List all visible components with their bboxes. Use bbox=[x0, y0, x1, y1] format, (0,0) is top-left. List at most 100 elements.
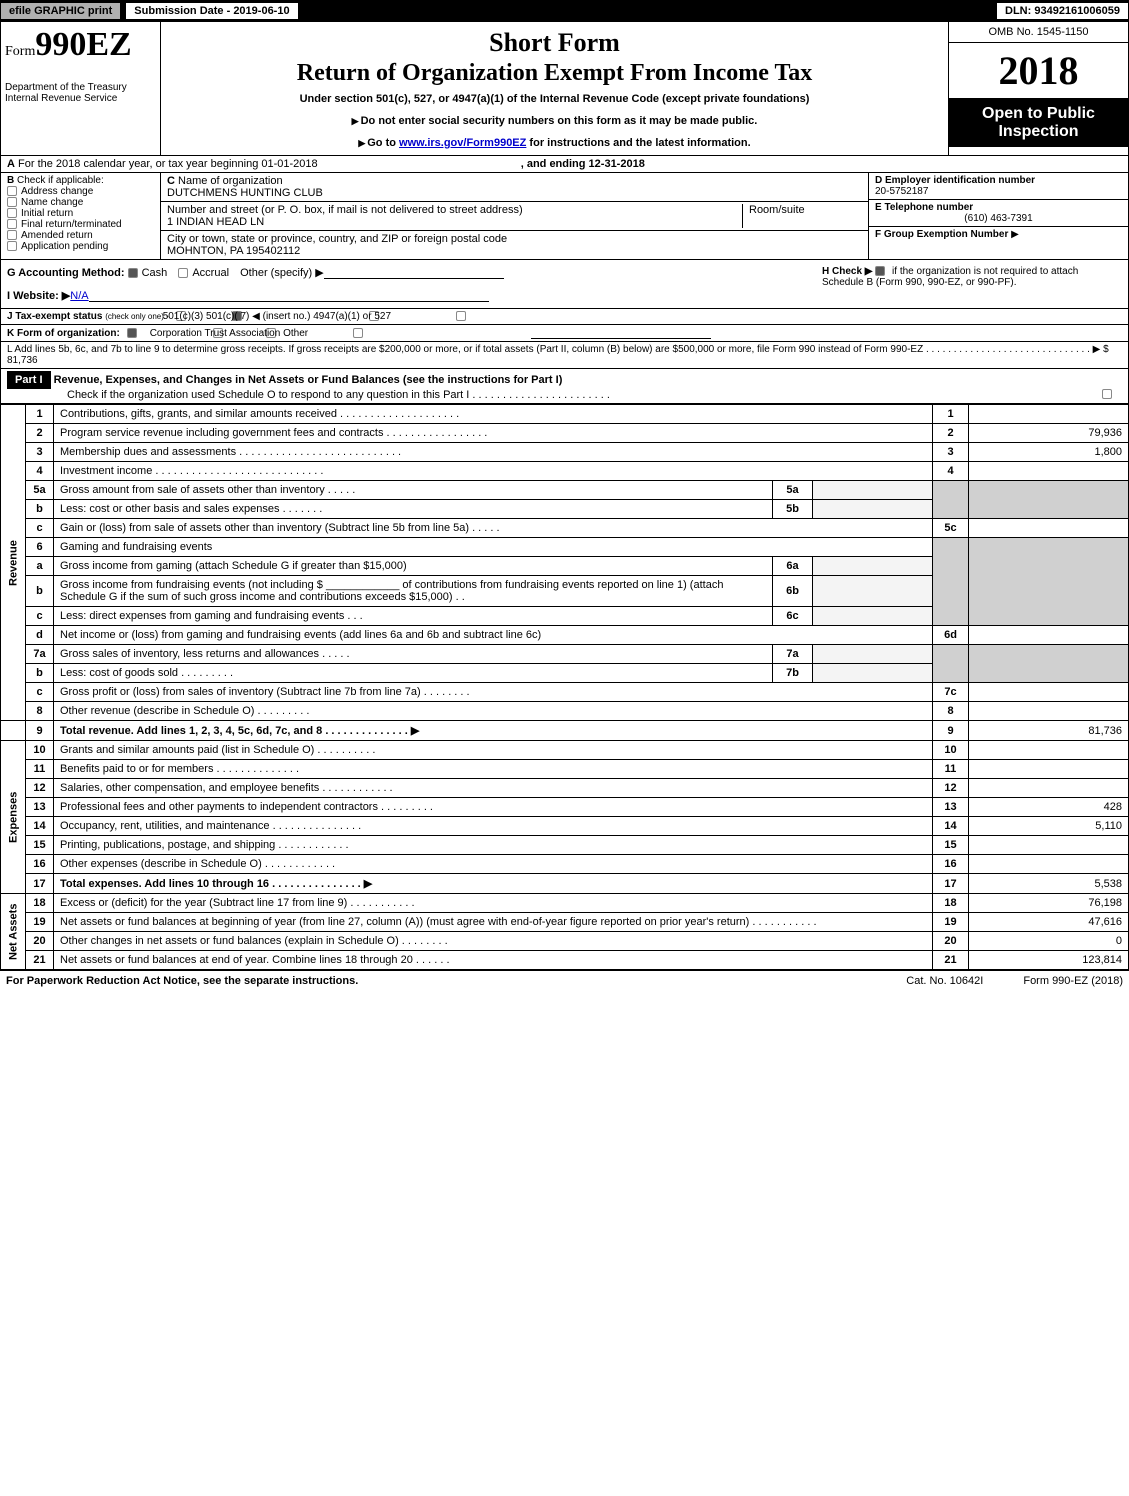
website-link[interactable]: N/A bbox=[70, 290, 88, 302]
line-6b-desc: Gross income from fundraising events (no… bbox=[54, 576, 773, 607]
chk-other-org[interactable] bbox=[353, 328, 363, 338]
line-16-amt bbox=[969, 855, 1129, 874]
header-center: Short Form Return of Organization Exempt… bbox=[161, 22, 948, 155]
line-19-desc: Net assets or fund balances at beginning… bbox=[54, 913, 933, 932]
irs-link[interactable]: www.irs.gov/Form990EZ bbox=[399, 137, 526, 149]
line-3-desc: Membership dues and assessments . . . . … bbox=[54, 443, 933, 462]
line-7a-sub: 7a bbox=[773, 645, 813, 664]
phone-cell: E Telephone number (610) 463-7391 bbox=[869, 200, 1128, 227]
line-12-ref: 12 bbox=[933, 779, 969, 798]
chk-name-change[interactable]: Name change bbox=[7, 197, 154, 208]
line-19-ref: 19 bbox=[933, 913, 969, 932]
line-11-amt bbox=[969, 760, 1129, 779]
street-address: 1 INDIAN HEAD LN bbox=[167, 216, 264, 228]
line-5c-num: c bbox=[26, 519, 54, 538]
city-state-zip: MOHNTON, PA 195402112 bbox=[167, 245, 300, 257]
line-5a-desc: Gross amount from sale of assets other t… bbox=[54, 481, 773, 500]
line-19-num: 19 bbox=[26, 913, 54, 932]
line-1-desc: Contributions, gifts, grants, and simila… bbox=[54, 405, 933, 424]
line-16-num: 16 bbox=[26, 855, 54, 874]
line-6-num: 6 bbox=[26, 538, 54, 557]
short-form-title: Short Form bbox=[171, 28, 938, 58]
line-10-desc: Grants and similar amounts paid (list in… bbox=[54, 741, 933, 760]
line-7c-desc: Gross profit or (loss) from sales of inv… bbox=[54, 683, 933, 702]
chk-application-pending[interactable]: Application pending bbox=[7, 241, 154, 252]
row-gh: G Accounting Method: Cash Accrual Other … bbox=[0, 260, 1129, 309]
chk-final-return[interactable]: Final return/terminated bbox=[7, 219, 154, 230]
h-check: H Check ▶ if the organization is not req… bbox=[822, 266, 1122, 302]
return-title: Return of Organization Exempt From Incom… bbox=[171, 60, 938, 87]
chk-initial-return[interactable]: Initial return bbox=[7, 208, 154, 219]
line-6d-desc: Net income or (loss) from gaming and fun… bbox=[54, 626, 933, 645]
part1-badge: Part I bbox=[7, 371, 51, 389]
chk-cash[interactable] bbox=[128, 268, 138, 278]
line-21-num: 21 bbox=[26, 951, 54, 970]
line-21-desc: Net assets or fund balances at end of ye… bbox=[54, 951, 933, 970]
line-2-amt: 79,936 bbox=[969, 424, 1129, 443]
side-revenue: Revenue bbox=[1, 405, 26, 721]
line-15-ref: 15 bbox=[933, 836, 969, 855]
line-13-ref: 13 bbox=[933, 798, 969, 817]
line-17-ref: 17 bbox=[933, 874, 969, 894]
line-13-num: 13 bbox=[26, 798, 54, 817]
line-6a-desc: Gross income from gaming (attach Schedul… bbox=[54, 557, 773, 576]
line-20-ref: 20 bbox=[933, 932, 969, 951]
line-6a-num: a bbox=[26, 557, 54, 576]
efile-print-button[interactable]: efile GRAPHIC print bbox=[0, 2, 121, 20]
other-org-field[interactable] bbox=[531, 327, 711, 339]
group-exemption-cell: F Group Exemption Number ▶ bbox=[869, 227, 1128, 242]
line-6a-val bbox=[813, 557, 933, 576]
room-suite: Room/suite bbox=[742, 204, 862, 228]
chk-amended-return[interactable]: Amended return bbox=[7, 230, 154, 241]
line-12-amt bbox=[969, 779, 1129, 798]
line-8-amt bbox=[969, 702, 1129, 721]
cat-no: Cat. No. 10642I bbox=[906, 975, 983, 987]
other-specify-field[interactable] bbox=[324, 267, 504, 279]
line-6c-num: c bbox=[26, 607, 54, 626]
line-10-amt bbox=[969, 741, 1129, 760]
side-net-assets: Net Assets bbox=[1, 894, 26, 970]
page-footer: For Paperwork Reduction Act Notice, see … bbox=[0, 970, 1129, 991]
line-18-desc: Excess or (deficit) for the year (Subtra… bbox=[54, 894, 933, 913]
website-label: I Website: ▶ bbox=[7, 290, 70, 302]
line-6a-sub: 6a bbox=[773, 557, 813, 576]
line-7c-ref: 7c bbox=[933, 683, 969, 702]
chk-accrual[interactable] bbox=[178, 268, 188, 278]
ein-cell: D Employer identification number 20-5752… bbox=[869, 173, 1128, 200]
line-9-desc: Total revenue. Add lines 1, 2, 3, 4, 5c,… bbox=[54, 721, 933, 741]
line-10-num: 10 bbox=[26, 741, 54, 760]
city-cell: City or town, state or province, country… bbox=[161, 231, 868, 259]
line-14-amt: 5,110 bbox=[969, 817, 1129, 836]
line-7a-desc: Gross sales of inventory, less returns a… bbox=[54, 645, 773, 664]
chk-address-change[interactable]: Address change bbox=[7, 186, 154, 197]
line-8-desc: Other revenue (describe in Schedule O) .… bbox=[54, 702, 933, 721]
line-10-ref: 10 bbox=[933, 741, 969, 760]
dln-label: DLN: 93492161006059 bbox=[996, 2, 1129, 20]
col-c-org-info: C Name of organization DUTCHMENS HUNTING… bbox=[161, 173, 868, 259]
line-7b-desc: Less: cost of goods sold . . . . . . . .… bbox=[54, 664, 773, 683]
chk-schedule-o[interactable] bbox=[1102, 389, 1112, 399]
line-1-amt bbox=[969, 405, 1129, 424]
line-4-desc: Investment income . . . . . . . . . . . … bbox=[54, 462, 933, 481]
line-19-amt: 47,616 bbox=[969, 913, 1129, 932]
col-d-ein: D Employer identification number 20-5752… bbox=[868, 173, 1128, 259]
line-15-num: 15 bbox=[26, 836, 54, 855]
line-2-ref: 2 bbox=[933, 424, 969, 443]
line-7b-sub: 7b bbox=[773, 664, 813, 683]
chk-schedule-b[interactable] bbox=[875, 266, 885, 276]
line-14-num: 14 bbox=[26, 817, 54, 836]
no-ssn-instruction: Do not enter social security numbers on … bbox=[171, 115, 938, 127]
line-15-amt bbox=[969, 836, 1129, 855]
form-number: 990EZ bbox=[35, 26, 131, 63]
line-21-amt: 123,814 bbox=[969, 951, 1129, 970]
ein-value: 20-5752187 bbox=[875, 186, 928, 197]
goto-instruction: Go to www.irs.gov/Form990EZ for instruct… bbox=[171, 137, 938, 149]
line-20-num: 20 bbox=[26, 932, 54, 951]
header-left: Form990EZ Department of the Treasury Int… bbox=[1, 22, 161, 155]
line-9-num: 9 bbox=[26, 721, 54, 741]
chk-527[interactable] bbox=[456, 311, 466, 321]
chk-corporation[interactable] bbox=[127, 328, 137, 338]
line-4-ref: 4 bbox=[933, 462, 969, 481]
top-bar: efile GRAPHIC print Submission Date - 20… bbox=[0, 0, 1129, 22]
row-a-tax-year: A For the 2018 calendar year, or tax yea… bbox=[0, 156, 1129, 173]
